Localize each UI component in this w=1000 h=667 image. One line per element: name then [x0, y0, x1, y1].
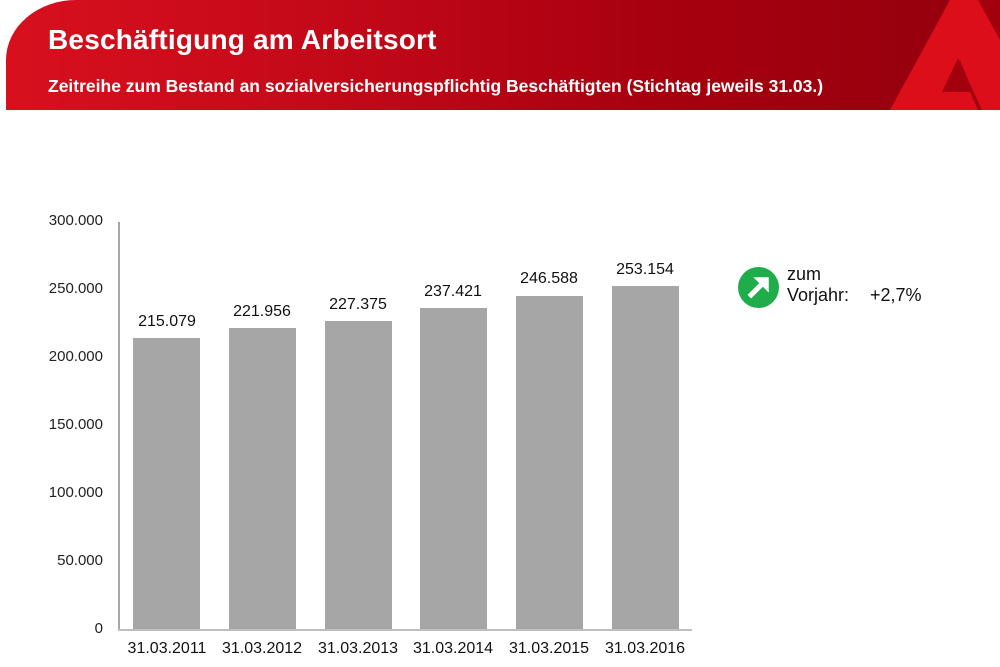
y-tick-label: 250.000: [48, 280, 103, 297]
y-axis-line: [118, 222, 120, 631]
trend-value: +2,7%: [870, 285, 922, 305]
bar-2015: [516, 296, 583, 630]
header-banner: Beschäftigung am Arbeitsort Zeitreihe zu…: [6, 0, 1000, 110]
y-tick-label: 100.000: [48, 484, 103, 501]
bar-value-label: 221.956: [233, 303, 291, 320]
arbeitsagentur-logo-icon: [890, 0, 1000, 110]
bar-2013: [325, 321, 392, 630]
x-axis-line: [118, 629, 692, 631]
bar-2012: [229, 328, 296, 630]
arrow-up-right-circle-icon: [738, 267, 779, 308]
bar-value-label: 253.154: [616, 261, 674, 278]
x-tick-label: 31.03.2015: [508, 640, 590, 657]
x-tick-label: 31.03.2011: [127, 640, 207, 657]
y-tick-label: 50.000: [57, 552, 103, 569]
x-tick-label: 31.03.2014: [412, 640, 494, 657]
bar-value-label: 215.079: [138, 313, 196, 330]
x-tick-label: 31.03.2013: [317, 640, 399, 657]
year-over-year-annotation: zum Vorjahr: +2,7%: [738, 264, 968, 314]
y-tick-label: 0: [94, 620, 103, 637]
bar-value-label: 246.588: [520, 270, 578, 287]
bar-2016: [612, 286, 679, 630]
page-subtitle: Zeitreihe zum Bestand an sozialversicher…: [48, 76, 824, 96]
bar-value-label: 227.375: [329, 296, 387, 313]
trend-label-line1: zum: [787, 264, 822, 284]
bar-value-label: 237.421: [424, 283, 482, 300]
y-tick-label: 300.000: [48, 212, 103, 229]
page-title: Beschäftigung am Arbeitsort: [48, 24, 437, 55]
trend-label-line2: Vorjahr:: [787, 285, 850, 305]
bar-2011: [133, 338, 200, 630]
x-tick-label: 31.03.2012: [221, 640, 303, 657]
bar-2014: [420, 308, 487, 630]
x-tick-label: 31.03.2016: [604, 640, 686, 657]
y-tick-label: 150.000: [48, 416, 103, 433]
y-tick-label: 200.000: [48, 348, 103, 365]
